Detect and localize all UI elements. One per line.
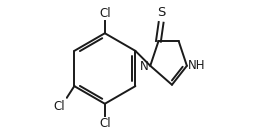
Text: Cl: Cl	[54, 100, 65, 113]
Text: Cl: Cl	[99, 117, 111, 130]
Text: N: N	[140, 60, 149, 73]
Text: Cl: Cl	[99, 7, 111, 20]
Text: NH: NH	[188, 59, 205, 72]
Text: S: S	[157, 6, 165, 19]
